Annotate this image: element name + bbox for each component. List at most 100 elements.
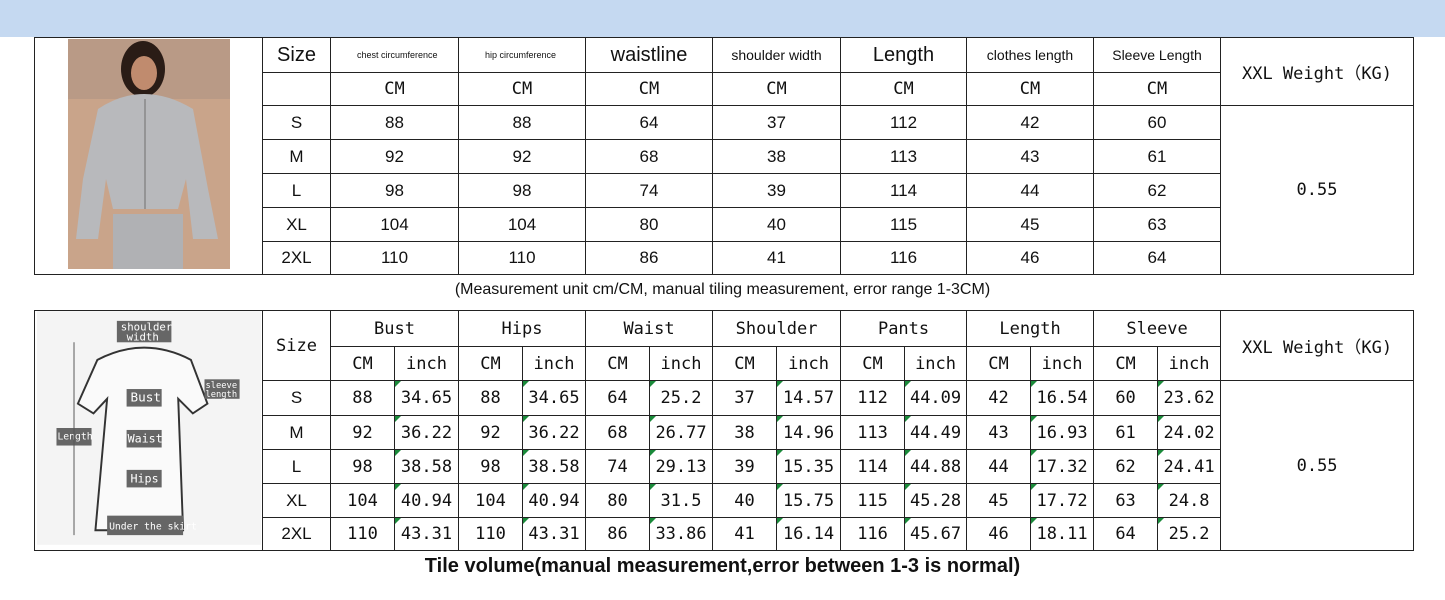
column-header: Size <box>262 37 331 73</box>
value-cell: 41 <box>712 241 841 275</box>
size-table-cm: Size chest circumference hip circumference… <box>34 37 1414 275</box>
cm-value-cell: 92 <box>330 415 395 450</box>
cm-value-cell: 44 <box>966 449 1032 484</box>
unit-cell-cm: CM <box>966 346 1032 381</box>
inch-value-cell: 17.32 <box>1030 449 1095 484</box>
svg-text:width: width <box>126 330 158 343</box>
value-cell: 88 <box>330 105 459 140</box>
cm-value-cell: 42 <box>966 380 1032 416</box>
cm-value-cell: 104 <box>330 483 395 518</box>
cm-value-cell: 45 <box>966 483 1032 518</box>
value-cell: 104 <box>330 207 459 242</box>
cm-value-cell: 60 <box>1093 380 1159 416</box>
size-cell: 2XL <box>262 241 331 275</box>
table-row: L 98 98 74 39 114 44 62 <box>35 173 1414 208</box>
cm-value-cell: 116 <box>840 517 906 551</box>
column-header: Shoulder <box>712 310 842 347</box>
inch-value-cell: 44.09 <box>904 380 968 416</box>
value-cell: 64 <box>1093 241 1221 275</box>
unit-cell: CM <box>966 72 1094 106</box>
inch-value-cell: 16.14 <box>776 517 842 551</box>
value-cell: 80 <box>585 207 713 242</box>
value-cell: 112 <box>840 105 967 140</box>
value-cell: 62 <box>1093 173 1221 208</box>
table-row: S 88 34.65 88 34.65 64 25.2 37 14.57 112 44.09 42 16… <box>35 380 1415 551</box>
inch-value-cell: 17.72 <box>1030 483 1095 518</box>
value-cell: 92 <box>330 139 459 174</box>
inch-value-cell: 33.86 <box>649 517 714 551</box>
inch-value-cell: 36.22 <box>522 415 587 450</box>
inch-value-cell: 40.94 <box>522 483 587 518</box>
svg-text:Under the skirt: Under the skirt <box>109 521 197 532</box>
inch-value-cell: 31.5 <box>649 483 714 518</box>
cm-value-cell: 80 <box>585 483 651 518</box>
value-cell: 98 <box>458 173 586 208</box>
unit-cell-cm: CM <box>840 346 906 381</box>
svg-text:length: length <box>205 390 237 400</box>
unit-cell: CM <box>840 72 967 106</box>
cm-value-cell: 88 <box>458 380 524 416</box>
inch-value-cell: 44.49 <box>904 415 968 450</box>
inch-value-cell: 15.35 <box>776 449 842 484</box>
value-cell: 115 <box>840 207 967 242</box>
size-cell: S <box>262 380 331 416</box>
unit-cell-inch: inch <box>522 346 587 381</box>
inch-value-cell: 25.2 <box>649 380 714 416</box>
column-header: Hips <box>458 310 587 347</box>
value-cell: 63 <box>1093 207 1221 242</box>
size-cell: XL <box>262 207 331 242</box>
column-header: Bust <box>329 310 460 347</box>
unit-cell-cm: CM <box>585 346 651 381</box>
value-cell: 60 <box>1093 105 1221 140</box>
table-row: M 92 92 68 38 113 43 61 <box>35 139 1414 174</box>
value-cell: 37 <box>712 105 841 140</box>
tile-volume-note: Tile volume(manual measurement,error bet… <box>424 555 1021 577</box>
unit-cell-cm: CM <box>1093 346 1159 381</box>
garment-diagram-cell: shoulder width sleeve length Bust Length Waist… <box>34 310 263 551</box>
cm-value-cell: 74 <box>585 449 651 484</box>
inch-value-cell: 44.88 <box>904 449 968 484</box>
measurement-note: (Measurement unit cm/CM, manual tiling m… <box>454 281 991 298</box>
unit-cell-cm: CM <box>458 346 524 381</box>
cm-value-cell: 98 <box>330 449 395 484</box>
weight-header: XXL Weight（KG) <box>1220 37 1414 106</box>
table-row: M 92 36.22 92 36.22 68 26.77 38 14.96 113 44.49 43 1… <box>35 415 1414 450</box>
inch-value-cell: 26.77 <box>649 415 714 450</box>
cm-value-cell: 86 <box>585 517 651 551</box>
column-header: shoulder width <box>712 37 841 73</box>
cm-value-cell: 104 <box>458 483 524 518</box>
unit-cell: CM <box>458 72 586 106</box>
value-cell: 104 <box>458 207 586 242</box>
value-cell: 86 <box>585 241 713 275</box>
unit-cell-inch: inch <box>1157 346 1222 381</box>
value-cell: 38 <box>712 139 841 174</box>
value-cell: 114 <box>840 173 967 208</box>
unit-cell-inch: inch <box>649 346 714 381</box>
cm-value-cell: 92 <box>458 415 524 450</box>
weight-header: XXL Weight（KG) <box>1220 310 1415 381</box>
column-header: hip circumference <box>458 37 586 73</box>
column-header: chest circumference <box>330 37 459 73</box>
cm-value-cell: 112 <box>840 380 906 416</box>
inch-value-cell: 14.57 <box>776 380 842 416</box>
value-cell: 39 <box>712 173 841 208</box>
column-header: waistline <box>585 37 713 73</box>
inch-value-cell: 14.96 <box>776 415 842 450</box>
unit-cell: CM <box>1093 72 1221 106</box>
cm-value-cell: 43 <box>966 415 1032 450</box>
cm-value-cell: 37 <box>712 380 778 416</box>
size-cell: XL <box>262 483 331 518</box>
svg-text:Waist: Waist <box>127 432 162 446</box>
table-row: 2XL 110 43.31 110 43.31 86 33.86 41 16.14 116 45.6… <box>35 517 1414 551</box>
cm-value-cell: 63 <box>1093 483 1159 518</box>
size-cell: L <box>262 449 331 484</box>
value-cell: 43 <box>966 139 1094 174</box>
inch-value-cell: 36.22 <box>393 415 460 450</box>
unit-cell-cm: CM <box>712 346 778 381</box>
top-band <box>0 0 1445 37</box>
value-cell: 88 <box>458 105 586 140</box>
inch-value-cell: 45.28 <box>904 483 968 518</box>
unit-cell-inch: inch <box>393 346 460 381</box>
column-header: Size <box>262 310 331 381</box>
